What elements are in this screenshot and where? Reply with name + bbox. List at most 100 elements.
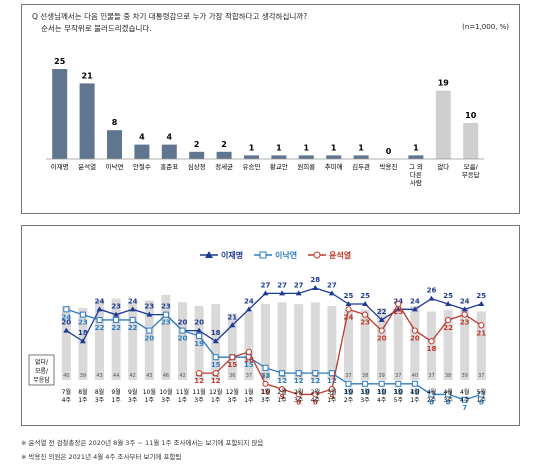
- undecided-bar: [161, 294, 171, 380]
- point-lee-nakyon: [345, 380, 352, 387]
- point-yoon: [478, 322, 485, 329]
- point-lee-jaemyung: [196, 327, 203, 333]
- category-label: 정세균: [215, 162, 233, 171]
- x-tick-label: 4주: [311, 397, 321, 404]
- point-yoon: [295, 391, 302, 398]
- point-value-label: 24: [128, 297, 138, 305]
- point-lee-jaemyung: [262, 290, 269, 296]
- category-label: 그 외: [409, 163, 423, 171]
- point-lee-jaemyung: [212, 338, 219, 344]
- point-value-label: 20: [410, 335, 420, 343]
- point-lee-nakyon: [445, 391, 452, 398]
- point-value-label: 23: [161, 319, 171, 327]
- bar: [107, 130, 122, 159]
- point-lee-jaemyung: [96, 306, 103, 312]
- bar: [189, 151, 205, 159]
- bar-value-label: 1: [331, 143, 337, 152]
- point-value-label: 23: [78, 319, 88, 327]
- point-value-label: 27: [294, 281, 304, 289]
- x-tick-label: 10월: [159, 388, 172, 396]
- point-value-label: 19: [194, 340, 204, 348]
- x-tick-label: 1주: [410, 397, 420, 404]
- undecided-bar: [61, 306, 71, 380]
- x-tick-label: 3주: [161, 397, 171, 404]
- undecided-bar: [460, 307, 470, 380]
- undecided-bar: [327, 306, 337, 380]
- point-value-label: 22: [95, 324, 105, 332]
- point-value-label: 22: [128, 324, 138, 332]
- x-tick-label: 4주: [62, 397, 72, 404]
- point-lee-nakyon: [63, 306, 70, 313]
- undecided-bar: [144, 300, 154, 380]
- point-value-label: 16: [244, 356, 254, 364]
- undecided-bar-value: 42: [130, 373, 136, 379]
- point-value-label: 12: [277, 377, 287, 385]
- undecided-bar: [443, 309, 453, 380]
- undecided-bar-value: 36: [229, 373, 235, 379]
- legend: 이재명 이낙연 윤석열: [200, 250, 351, 260]
- x-tick-label: 12월: [209, 388, 222, 396]
- point-lee-nakyon: [129, 316, 136, 323]
- footnote-2: ※ 박용진 의원은 2021년 4월 4주 조사부터 보기에 포함됨: [21, 453, 182, 461]
- point-value-label: 15: [227, 361, 237, 369]
- x-tick-label: 8월: [95, 388, 104, 396]
- point-value-label: 18: [78, 329, 88, 337]
- series-line: [65, 287, 482, 343]
- undecided-bar: [95, 300, 104, 380]
- point-lee-nakyon: [162, 311, 169, 318]
- x-tick-label: 10월: [143, 388, 156, 396]
- point-lee-nakyon: [395, 380, 402, 387]
- point-value-label: 8: [479, 398, 484, 406]
- legend-lee-nakyon: 이낙연: [275, 250, 297, 260]
- x-tick-label: 3주: [261, 397, 271, 404]
- undecided-bar-value: 41: [262, 373, 268, 379]
- point-value-label: 26: [427, 287, 437, 295]
- undecided-label-line1: 없다/: [35, 358, 49, 366]
- point-value-label: 27: [327, 281, 337, 289]
- x-tick-label: 2월: [277, 388, 286, 396]
- bar: [298, 155, 314, 159]
- undecided-bar: [427, 311, 436, 380]
- point-value-label: 10: [360, 388, 370, 396]
- circle-marker-icon: [313, 251, 321, 259]
- x-tick-label: 3주: [128, 397, 138, 404]
- point-lee-jaemyung: [411, 306, 418, 312]
- x-tick-label: 5월: [477, 388, 486, 396]
- point-value-label: 25: [476, 292, 486, 300]
- x-tick-label: 3월: [394, 388, 403, 396]
- x-tick-label: 1주: [145, 397, 155, 404]
- point-value-label: 22: [443, 324, 453, 332]
- point-yoon: [461, 311, 468, 318]
- undecided-bar-value: 40: [412, 373, 418, 379]
- point-value-label: 24: [460, 297, 470, 305]
- bar: [216, 151, 232, 159]
- point-lee-jaemyung: [445, 301, 452, 306]
- trend-chart: 이재명 이낙연 윤석열 없다/ 모름/ 무응답 40 39 43 44 42 43 46 42…: [28, 250, 487, 412]
- undecided-bar-value: 42: [179, 373, 185, 379]
- point-lee-jaemyung: [146, 311, 153, 317]
- x-tick-label: 1주: [327, 397, 337, 404]
- x-tick-label: 2월: [294, 388, 303, 396]
- point-value-label: 20: [178, 335, 188, 343]
- undecided-label-line3: 무응답: [33, 377, 50, 384]
- point-yoon: [378, 327, 385, 334]
- point-lee-jaemyung: [279, 290, 286, 296]
- undecided-bar: [78, 307, 88, 380]
- point-lee-nakyon: [378, 380, 385, 387]
- sample-size: (n=1,000, %): [462, 23, 509, 31]
- point-value-label: 8: [296, 398, 301, 406]
- legend-lee-jaemyung: 이재명: [221, 250, 243, 260]
- point-value-label: 9: [329, 393, 334, 401]
- point-value-label: 12: [294, 377, 304, 385]
- x-tick-label: 4월: [410, 388, 419, 396]
- point-value-label: 18: [211, 329, 221, 337]
- x-tick-label: 1주: [477, 397, 487, 404]
- point-lee-nakyon: [295, 370, 302, 377]
- point-value-label: 7: [462, 404, 467, 412]
- point-lee-nakyon: [461, 396, 468, 403]
- point-yoon: [428, 338, 435, 345]
- undecided-bar-value: 39: [462, 373, 468, 379]
- x-tick-label: 3월: [377, 388, 386, 396]
- bar-value-label: 1: [249, 143, 255, 152]
- category-label: 사람: [410, 178, 422, 187]
